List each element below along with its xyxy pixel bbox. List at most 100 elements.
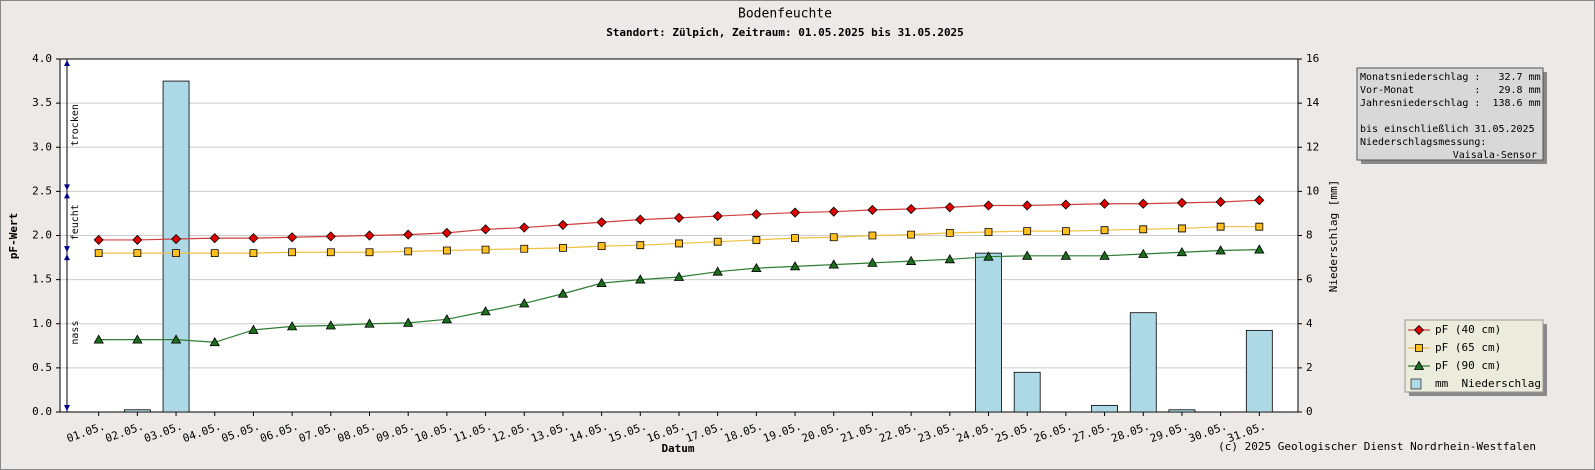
point (403, 229, 414, 240)
y2-tick-label: 6 (1306, 273, 1313, 286)
bar (123, 409, 151, 413)
point (480, 224, 491, 235)
zone-arrow-top (64, 254, 70, 261)
y2-axis-label: Niederschlag [mm] (1327, 180, 1340, 293)
y2-tick-label: 8 (1306, 229, 1313, 242)
point (867, 204, 878, 215)
point (404, 247, 413, 256)
bar (1013, 371, 1041, 413)
zone-arrow-bottom (64, 405, 70, 411)
y2-tick-label: 10 (1306, 184, 1319, 197)
legend (1404, 319, 1544, 393)
point (673, 271, 685, 281)
point (170, 334, 182, 344)
point (751, 209, 762, 220)
point (596, 217, 607, 228)
point (133, 249, 142, 258)
point (365, 248, 374, 257)
point (1215, 196, 1226, 208)
point (480, 306, 491, 316)
info-note: Niederschlagsmessung: (1360, 137, 1486, 148)
point (1215, 245, 1226, 255)
y-tick-label: 0.5 (32, 361, 52, 374)
point (983, 200, 994, 211)
bar (1129, 312, 1157, 413)
x-axis-label: Datum (661, 442, 694, 455)
info-line: Monatsniederschlag : 32.7 mm (1360, 72, 1541, 83)
point (1139, 225, 1148, 234)
y-tick-label: 2.0 (32, 229, 52, 242)
point (93, 234, 104, 245)
point (828, 259, 839, 269)
point (557, 219, 569, 230)
point (1023, 227, 1032, 235)
point (288, 248, 297, 257)
point (1100, 226, 1109, 235)
point (984, 228, 993, 236)
point (983, 251, 994, 261)
point (441, 227, 452, 238)
point (1099, 198, 1110, 209)
point (1022, 250, 1033, 260)
point (248, 324, 259, 334)
point (364, 318, 375, 328)
y2-tick-label: 0 (1306, 405, 1313, 418)
point (325, 320, 336, 330)
point (635, 274, 646, 284)
point (519, 298, 530, 308)
point (829, 233, 838, 242)
point (1060, 199, 1071, 210)
footer: (c) 2025 Geologischer Dienst Nordrhein-W… (1218, 440, 1536, 453)
point (1061, 227, 1070, 235)
bar (975, 252, 1002, 413)
legend-marker (1413, 360, 1425, 370)
bar (1091, 404, 1118, 413)
legend-label: pF (40 cm) (1435, 323, 1501, 336)
y-tick-label: 3.5 (32, 96, 52, 109)
info-sensor: Vaisala-Sensor (1453, 150, 1537, 161)
legend-swatch (1410, 378, 1422, 390)
point (364, 230, 375, 241)
y-tick-label: 2.5 (32, 184, 52, 197)
point (905, 255, 917, 265)
point (209, 233, 220, 244)
zone-arrow-top (64, 60, 70, 66)
point (1178, 224, 1186, 233)
zone-label: nass (70, 321, 81, 345)
y2-tick-label: 4 (1306, 317, 1313, 330)
point (1138, 248, 1149, 258)
point (94, 249, 103, 258)
y2-tick-label: 14 (1306, 96, 1320, 109)
chart-subtitle: Standort: Zülpich, Zeitraum: 01.05.2025 … (606, 26, 964, 39)
y-tick-label: 1.0 (32, 317, 52, 330)
point (635, 214, 646, 225)
point (867, 257, 878, 267)
point (209, 336, 220, 347)
point (1254, 244, 1265, 254)
point (868, 231, 877, 240)
zone-arrow-bottom (64, 184, 70, 191)
point (712, 266, 723, 276)
point (132, 334, 143, 344)
point (520, 244, 529, 253)
point (1138, 198, 1149, 209)
zone-arrow-top (64, 192, 70, 199)
legend-marker (1415, 344, 1423, 352)
point (481, 245, 490, 254)
point (1254, 195, 1265, 206)
info-box (1356, 67, 1544, 161)
point (403, 317, 414, 327)
y2-tick-label: 2 (1306, 361, 1313, 374)
point (1176, 197, 1188, 208)
point (287, 232, 298, 243)
point (1255, 222, 1264, 231)
point (789, 261, 801, 271)
y-tick-label: 3.0 (32, 140, 52, 153)
zone-label: trocken (70, 104, 81, 146)
point (675, 239, 683, 248)
point (1099, 250, 1110, 260)
point (713, 237, 722, 246)
info-line: Vor-Monat : 29.8 mm (1360, 85, 1541, 96)
